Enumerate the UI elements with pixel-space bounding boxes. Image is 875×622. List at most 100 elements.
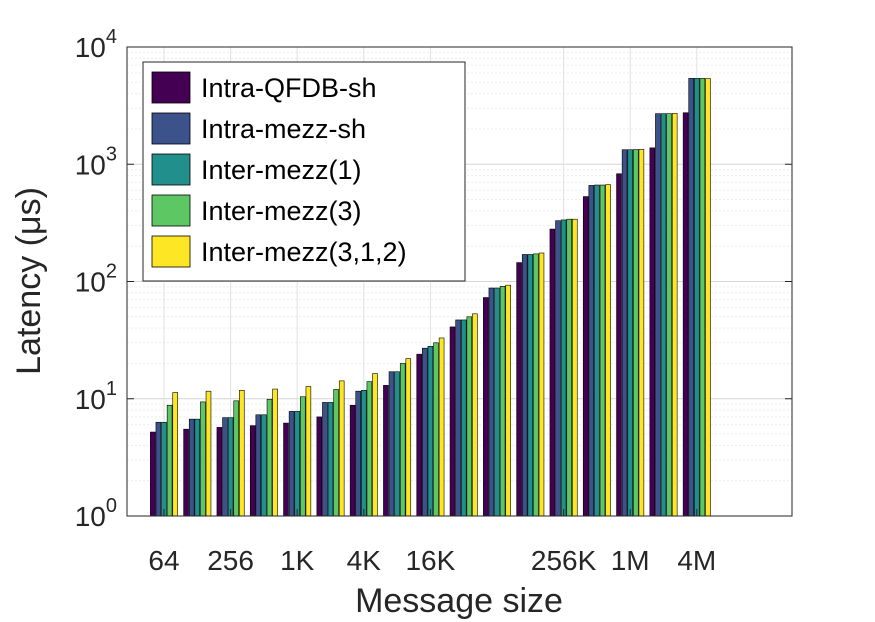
x-tick-label: 4M [677,545,716,576]
bar [572,218,578,517]
bar [433,342,439,517]
x-axis-ticks: 64 256 1K 4K 16K 256K 1M 4M [148,509,716,576]
bar [249,425,256,517]
bar [466,316,473,517]
bar [566,218,572,517]
bar [560,219,567,517]
bar [355,390,361,517]
bar [671,113,678,517]
bar [188,418,195,517]
legend-label: Intra-QFDB-sh [201,73,377,103]
legend-box [142,61,466,282]
bar [449,326,456,517]
bar [394,371,400,517]
bar [666,113,672,517]
y-tick-label: 103 [75,143,117,180]
legend-swatch [151,235,191,268]
bar [460,319,467,517]
legend-label: Inter-mezz(1) [201,155,362,185]
bar [172,392,178,517]
x-tick-label: 1K [280,545,315,576]
bar [338,380,345,517]
bar [288,411,295,517]
y-tick-label: 104 [75,26,117,63]
bar [349,404,356,517]
bar [427,346,434,517]
bar [150,431,156,517]
bar [227,417,234,517]
bar [261,414,267,517]
bar [200,401,206,517]
bar [305,386,312,517]
legend-label: Intra-mezz-sh [201,114,366,144]
bar [555,220,561,517]
bar [699,78,706,517]
bar [294,411,300,517]
bar [322,402,328,517]
bar [194,418,201,517]
bar [438,337,445,517]
legend-swatch [151,71,191,104]
bar [333,389,339,517]
bar [233,400,239,517]
bar [527,254,534,517]
bar [505,284,511,517]
bar [216,427,223,517]
bar [633,149,639,517]
bar [155,421,162,517]
bar [239,390,245,517]
x-tick-label: 256K [531,545,597,576]
series-Inter-mezz(1) [161,78,700,517]
bar [594,184,600,517]
bar [694,78,700,517]
legend-label: Inter-mezz(3) [201,196,362,226]
bar [383,385,389,517]
bar [416,353,422,517]
bar [533,253,539,517]
bar [682,112,689,517]
bar [549,228,556,517]
bar [266,398,273,517]
x-tick-label: 4K [347,545,382,576]
legend-label: Inter-mezz(3,1,2) [201,237,407,267]
x-tick-label: 1M [611,545,650,576]
bar [327,402,334,517]
bar [605,184,611,517]
y-tick-label: 100 [75,495,117,532]
bar [638,149,645,517]
bar [361,390,367,517]
x-axis-title: Message size [355,582,563,620]
bar [455,319,461,517]
bar [582,196,589,517]
legend-swatch [151,194,191,227]
bar [627,149,633,517]
bar [599,184,606,517]
bar [705,78,711,517]
bar [161,421,167,517]
bar [283,422,289,517]
bar [538,252,545,517]
bar [649,147,656,517]
bar [166,404,173,517]
bar [494,287,500,517]
bar [621,149,628,517]
legend-swatch [151,153,191,186]
bar [488,287,495,517]
x-tick-label: 256 [207,545,254,576]
legend: Intra-QFDB-sh Intra-mezz-sh Inter-mezz(1) I… [142,61,466,282]
y-tick-label: 101 [75,378,117,415]
legend-swatch [151,112,191,145]
bar [255,414,262,517]
series-Inter-mezz(3,1,2) [172,78,711,517]
bar [399,363,406,517]
series-Intra-QFDB-sh [150,112,689,517]
bar [272,388,278,517]
bar [222,417,228,517]
bar [688,78,694,517]
bar [660,113,667,517]
bar [483,297,489,517]
bar [316,416,323,517]
bar [655,113,661,517]
bar [516,262,522,517]
